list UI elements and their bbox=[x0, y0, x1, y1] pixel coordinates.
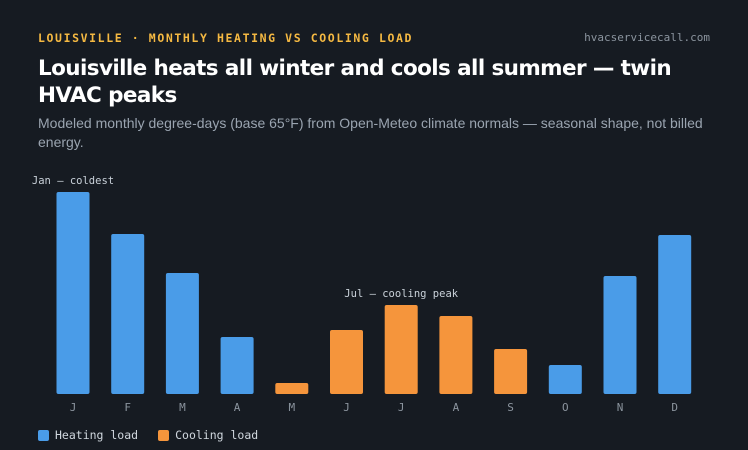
annotation-1: Jul — cooling peak bbox=[344, 288, 458, 300]
chart-eyebrow: LOUISVILLE · MONTHLY HEATING VS COOLING … bbox=[38, 31, 414, 45]
x-tick-label-6: J bbox=[398, 401, 405, 414]
legend-item-cooling: Cooling load bbox=[158, 428, 258, 442]
bar-chart: J F M A M J J A S O N D Jan — coldest Jul — cooling p… bbox=[32, 175, 692, 414]
chart-subtitle: Modeled monthly degree-days (base 65°F) … bbox=[38, 115, 703, 150]
x-tick-label-11: D bbox=[671, 401, 678, 414]
annotation-0: Jan — coldest bbox=[32, 175, 114, 187]
bar-2 bbox=[165, 273, 199, 394]
x-tick-label-3: A bbox=[234, 401, 241, 414]
legend-item-heating: Heating load bbox=[38, 428, 138, 442]
x-tick-label-1: F bbox=[124, 401, 131, 414]
bar-5 bbox=[330, 330, 363, 394]
chart-title: Louisville heats all winter and cools al… bbox=[38, 56, 672, 108]
bar-1 bbox=[111, 234, 145, 394]
x-tick-label-0: J bbox=[70, 401, 77, 414]
x-tick-label-4: M bbox=[288, 401, 295, 414]
bar-11 bbox=[658, 235, 692, 394]
bar-6 bbox=[384, 305, 418, 394]
legend-label-cooling: Cooling load bbox=[175, 428, 259, 442]
bar-8 bbox=[494, 349, 528, 394]
bar-9 bbox=[548, 365, 582, 394]
x-tick-label-10: N bbox=[617, 401, 624, 414]
bar-10 bbox=[603, 276, 637, 394]
legend-label-heating: Heating load bbox=[55, 428, 139, 442]
site-name: hvacservicecall.com bbox=[584, 31, 710, 44]
bar-7 bbox=[439, 316, 473, 394]
x-tick-label-8: S bbox=[507, 401, 514, 414]
x-tick-label-7: A bbox=[453, 401, 460, 414]
bar-4 bbox=[275, 383, 309, 394]
x-tick-label-2: M bbox=[179, 401, 186, 414]
legend-swatch-cooling bbox=[158, 429, 170, 441]
chart-legend: Heating load Cooling load bbox=[38, 428, 258, 442]
bar-0 bbox=[56, 192, 90, 394]
x-tick-label-5: J bbox=[343, 401, 350, 414]
bar-3 bbox=[220, 337, 254, 394]
x-tick-label-9: O bbox=[562, 401, 569, 414]
legend-swatch-heating bbox=[38, 429, 49, 441]
